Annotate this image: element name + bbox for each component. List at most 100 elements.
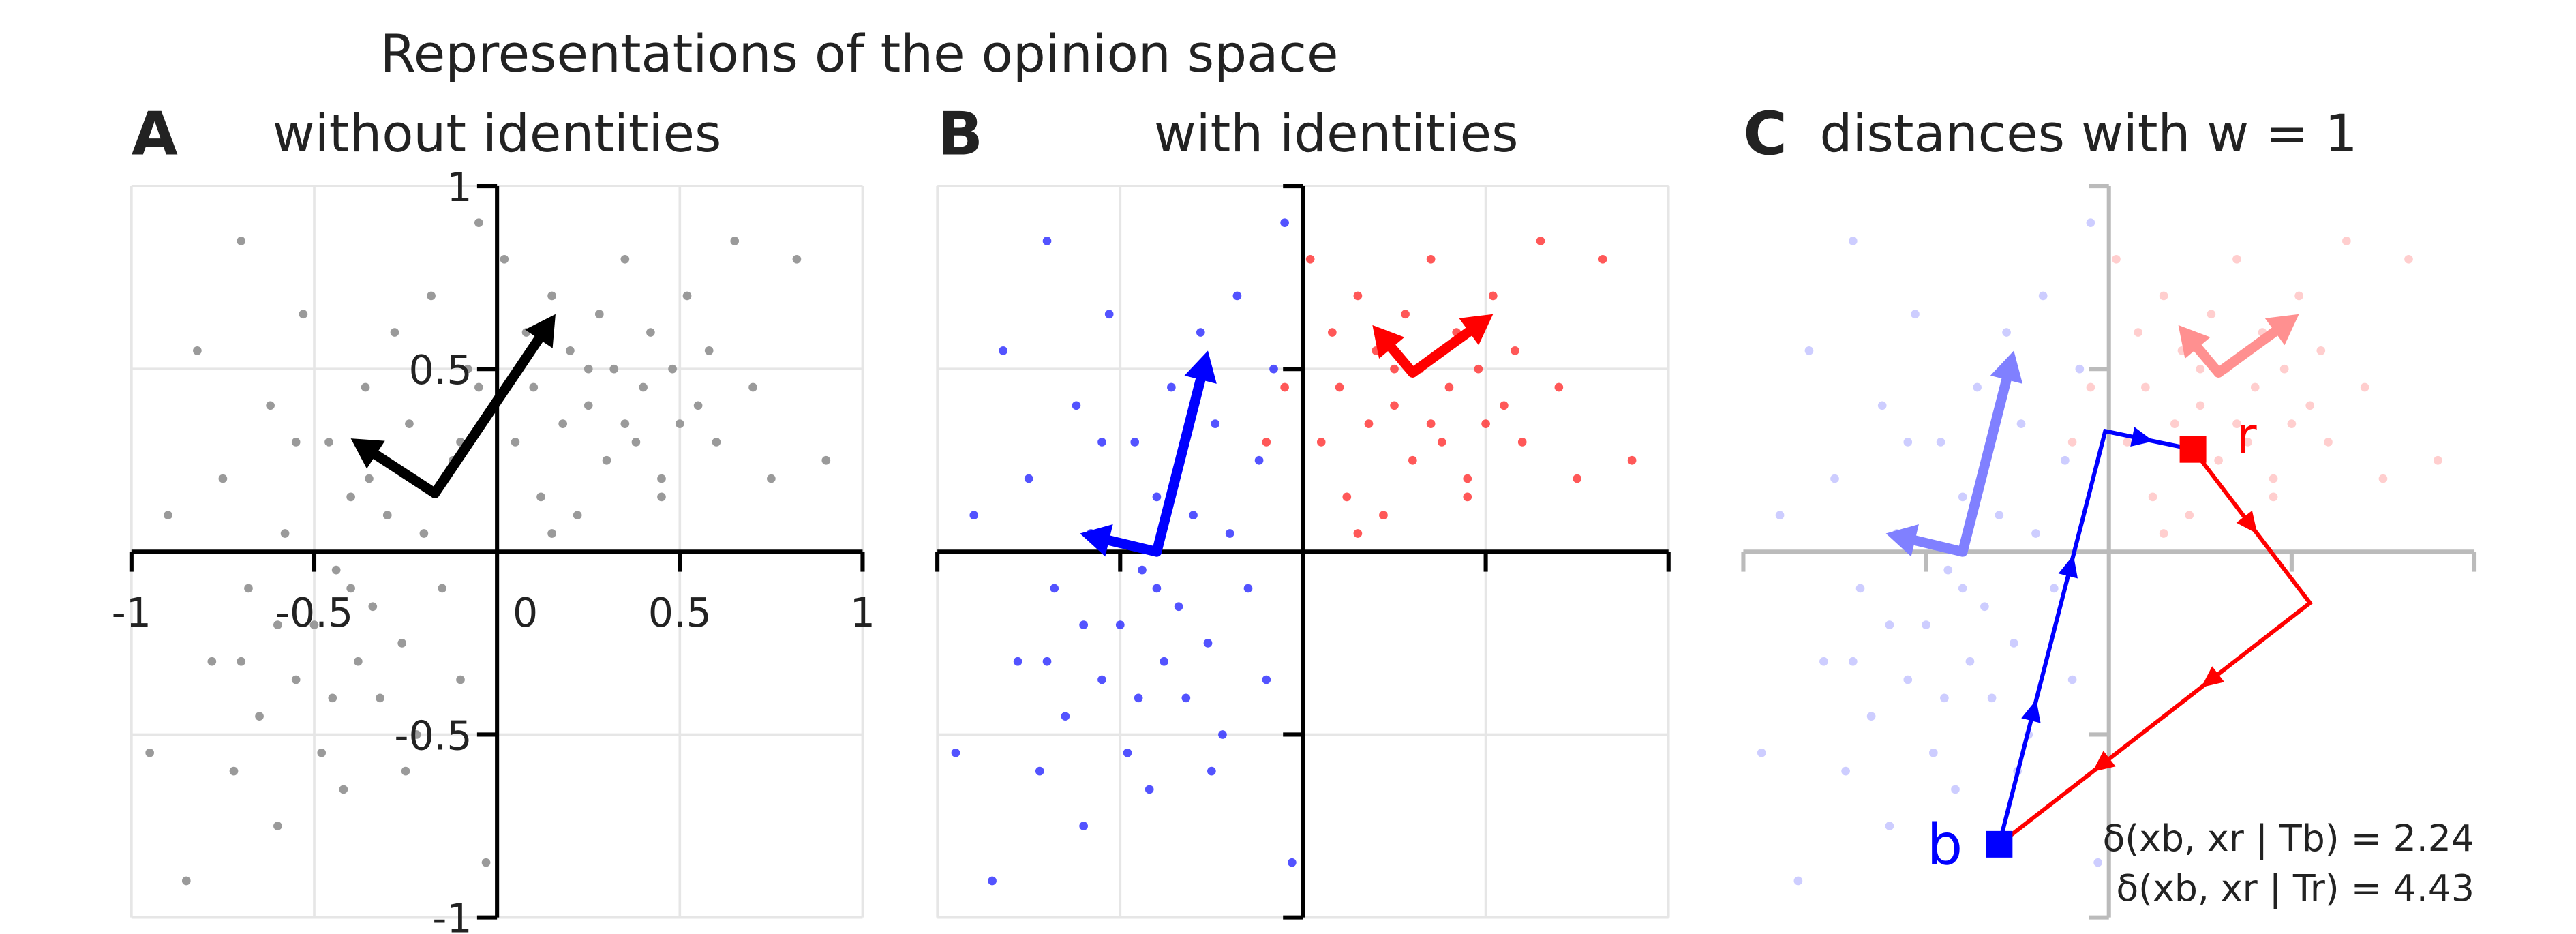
point: [1866, 712, 1876, 721]
point: [2324, 438, 2333, 447]
point: [280, 529, 290, 538]
point: [376, 693, 384, 703]
panel-letter: A: [132, 100, 178, 169]
point: [1965, 657, 1975, 666]
point: [1243, 584, 1253, 593]
endpoint-marker: [2179, 436, 2207, 463]
arrow-head: [2058, 555, 2078, 579]
point: [1911, 310, 1920, 319]
point: [2342, 237, 2351, 245]
point: [2067, 675, 2077, 684]
point: [1951, 785, 1960, 794]
point: [620, 254, 630, 264]
point: [2232, 419, 2241, 428]
endpoint-marker: [1986, 830, 2013, 858]
arrow-head: [2178, 325, 2211, 359]
point: [584, 364, 593, 374]
point: [2061, 455, 2070, 465]
point: [328, 693, 337, 703]
point: [2214, 455, 2223, 465]
vector-arrow: [1080, 524, 1162, 557]
point: [1426, 419, 1436, 428]
point: [2031, 529, 2040, 538]
point: [346, 492, 355, 502]
point: [1757, 748, 1766, 757]
point: [317, 748, 327, 757]
point: [2016, 419, 2026, 428]
point: [237, 237, 246, 245]
point: [309, 620, 319, 629]
point: [1819, 657, 1828, 666]
point: [639, 382, 648, 392]
panel-title: with identities: [1154, 104, 1519, 164]
point: [481, 858, 491, 867]
point: [2232, 254, 2241, 264]
point: [1079, 620, 1088, 629]
point: [2196, 364, 2205, 374]
point: [1903, 438, 1913, 447]
point: [1848, 657, 1858, 666]
arrow-head: [2264, 314, 2299, 346]
point: [456, 675, 465, 684]
point: [668, 364, 677, 374]
arrow-shaft: [1957, 365, 2014, 557]
arrow-shaft: [2213, 320, 2288, 378]
point: [1554, 382, 1564, 392]
point: [1316, 438, 1326, 447]
panel-title: without identities: [273, 104, 721, 164]
point: [365, 474, 374, 483]
endpoint-label: b: [1927, 812, 1963, 878]
point: [1500, 401, 1509, 410]
point: [536, 492, 545, 502]
point: [255, 712, 264, 721]
point: [1437, 438, 1446, 447]
point: [1207, 766, 1216, 776]
y-tick-label: 0.5: [409, 347, 472, 393]
point: [566, 346, 575, 355]
point: [273, 822, 282, 830]
point: [1211, 419, 1220, 428]
point: [1481, 419, 1490, 428]
point: [1627, 455, 1637, 465]
point: [969, 511, 979, 520]
point: [2404, 254, 2413, 264]
point: [2269, 492, 2278, 502]
point: [682, 291, 692, 301]
point: [1353, 291, 1363, 301]
point: [1262, 675, 1271, 684]
point: [193, 346, 202, 355]
x-tick-label: -1: [112, 590, 151, 636]
point: [2269, 474, 2278, 483]
point: [1940, 693, 1949, 703]
point: [1130, 438, 1140, 447]
point: [1517, 438, 1527, 447]
point: [1408, 455, 1417, 465]
point: [1079, 822, 1088, 830]
point: [1280, 218, 1289, 227]
distance-annotation: δ(xb, xr | Tb) = 2.24: [2103, 817, 2475, 860]
point: [1152, 584, 1162, 593]
vector-arrow: [350, 438, 440, 498]
point: [2067, 438, 2077, 447]
point: [1097, 675, 1106, 684]
point: [474, 382, 483, 392]
point: [1364, 419, 1374, 428]
y-tick-label: -1: [432, 896, 472, 934]
point: [346, 584, 355, 593]
arrow-head: [2201, 666, 2225, 688]
arrow-head: [1885, 524, 1919, 557]
point: [266, 401, 275, 410]
point: [1181, 693, 1191, 703]
point: [382, 511, 392, 520]
point: [1042, 237, 1052, 245]
arrow-head: [1459, 314, 1494, 346]
point: [1042, 657, 1052, 666]
point: [631, 438, 641, 447]
point: [2159, 291, 2168, 301]
point: [821, 455, 831, 465]
point: [2207, 310, 2216, 319]
arrow-shaft: [429, 325, 549, 498]
point: [1254, 455, 1264, 465]
